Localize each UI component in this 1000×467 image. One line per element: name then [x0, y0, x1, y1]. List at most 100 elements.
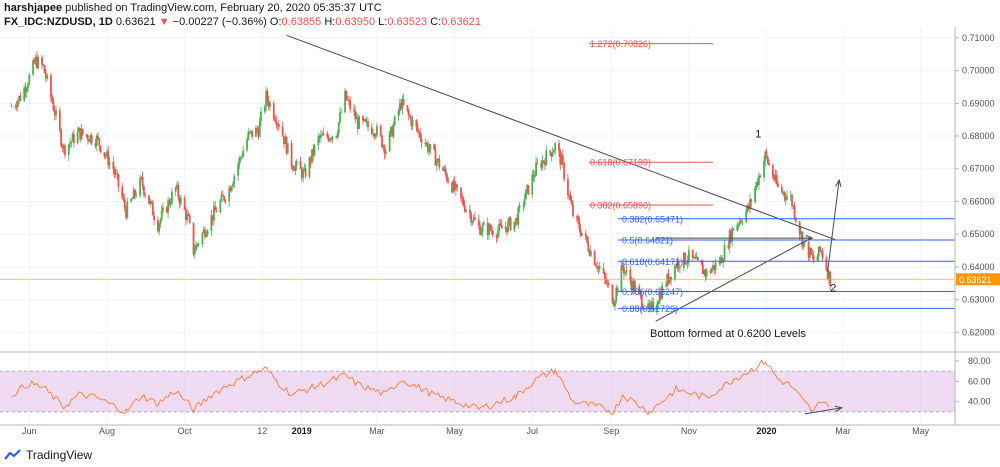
candle-body — [764, 151, 767, 161]
candle-body — [569, 195, 572, 201]
candle-body — [112, 161, 115, 170]
candle-body — [151, 202, 154, 216]
candle-body — [461, 197, 464, 199]
candle-body — [52, 102, 55, 111]
candle-body — [23, 87, 26, 101]
candle-body — [444, 168, 447, 175]
candle-body — [416, 126, 419, 132]
candle-body — [474, 217, 476, 220]
candle-body — [319, 134, 322, 138]
last-price: 0.63621 — [115, 16, 156, 28]
candle-body — [149, 201, 152, 204]
candle-body — [397, 110, 400, 117]
candle-body — [195, 244, 197, 251]
candle-body — [140, 176, 143, 179]
candle-body — [793, 205, 796, 218]
published-text: published on TradingView.com, February 2… — [65, 2, 382, 14]
candle-body — [705, 270, 708, 276]
x-tick-label: May — [912, 426, 930, 436]
candle-body — [176, 184, 178, 188]
candle-body — [257, 130, 260, 137]
ascending-trendline — [655, 237, 812, 322]
candle-body — [792, 205, 795, 207]
candle-body — [765, 151, 768, 157]
candle-body — [531, 174, 534, 195]
candle-body — [498, 223, 501, 232]
candle-body — [255, 127, 257, 137]
candle-body — [85, 134, 88, 136]
candle-body — [777, 183, 779, 187]
candle-body — [400, 103, 402, 110]
candle-body — [94, 143, 97, 147]
candle-body — [401, 99, 404, 110]
candle-body — [535, 162, 537, 176]
candle-body — [462, 198, 465, 206]
high-value: 0.63950 — [335, 16, 376, 28]
candle-body — [754, 187, 756, 202]
candle-body — [782, 191, 784, 193]
candle-body — [773, 177, 776, 181]
candle-body — [597, 266, 600, 269]
tradingview-footer[interactable]: TradingView — [4, 448, 92, 462]
candle-body — [197, 243, 200, 245]
candle-body — [269, 103, 271, 107]
open-label: O: — [269, 16, 282, 28]
candle-body — [256, 127, 259, 131]
candle-body — [579, 229, 582, 236]
candle-body — [625, 269, 628, 272]
candle-body — [673, 265, 676, 280]
x-tick-label: Jun — [22, 426, 37, 436]
candle-body — [107, 151, 110, 166]
candle-body — [321, 134, 324, 136]
candle-body — [486, 222, 489, 235]
candle-body — [67, 144, 70, 156]
candle-body — [630, 280, 633, 291]
candle-body — [479, 225, 481, 235]
candle-body — [578, 221, 581, 230]
candle-body — [246, 139, 248, 151]
candle-body — [294, 165, 297, 171]
candle-body — [418, 131, 420, 133]
fib-red-label: 1.272(0.70826) — [590, 39, 651, 49]
candle-body — [121, 186, 124, 198]
candle-body — [727, 245, 730, 248]
candlestick-series — [10, 51, 832, 316]
candle-body — [807, 241, 810, 258]
y-tick-label: 0.63000 — [962, 295, 995, 305]
candle-body — [51, 96, 54, 103]
candle-body — [242, 150, 245, 158]
candle-body — [123, 199, 126, 208]
candle-body — [384, 151, 387, 154]
tradingview-brand: TradingView — [26, 448, 93, 462]
candle-body — [98, 138, 101, 146]
candle-body — [687, 249, 690, 261]
candle-body — [695, 257, 698, 259]
author-name[interactable]: harshjapee — [4, 2, 63, 14]
candle-body — [34, 56, 37, 64]
candle-body — [719, 257, 722, 264]
candle-body — [616, 287, 619, 291]
candle-body — [210, 215, 213, 231]
candle-body — [470, 213, 473, 223]
candle-body — [388, 132, 391, 152]
candle-body — [542, 160, 545, 162]
candle-body — [62, 145, 65, 148]
candle-body — [482, 222, 485, 225]
candle-body — [446, 174, 448, 181]
fib-blue-label: 0.786(0.63247) — [622, 287, 683, 297]
candle-body — [355, 117, 358, 120]
x-tick-label: 2020 — [757, 426, 777, 436]
candle-body — [658, 292, 661, 303]
fib-blue-label: 0.618(0.64171) — [622, 257, 683, 267]
candle-body — [570, 200, 573, 205]
candle-body — [391, 126, 394, 137]
candle-body — [481, 224, 484, 232]
candle-body — [76, 131, 79, 144]
candle-body — [463, 205, 466, 212]
candle-body — [551, 152, 554, 157]
rsi-series — [11, 359, 830, 416]
candle-body — [826, 270, 829, 279]
candle-body — [247, 131, 250, 140]
candle-body — [443, 168, 446, 171]
